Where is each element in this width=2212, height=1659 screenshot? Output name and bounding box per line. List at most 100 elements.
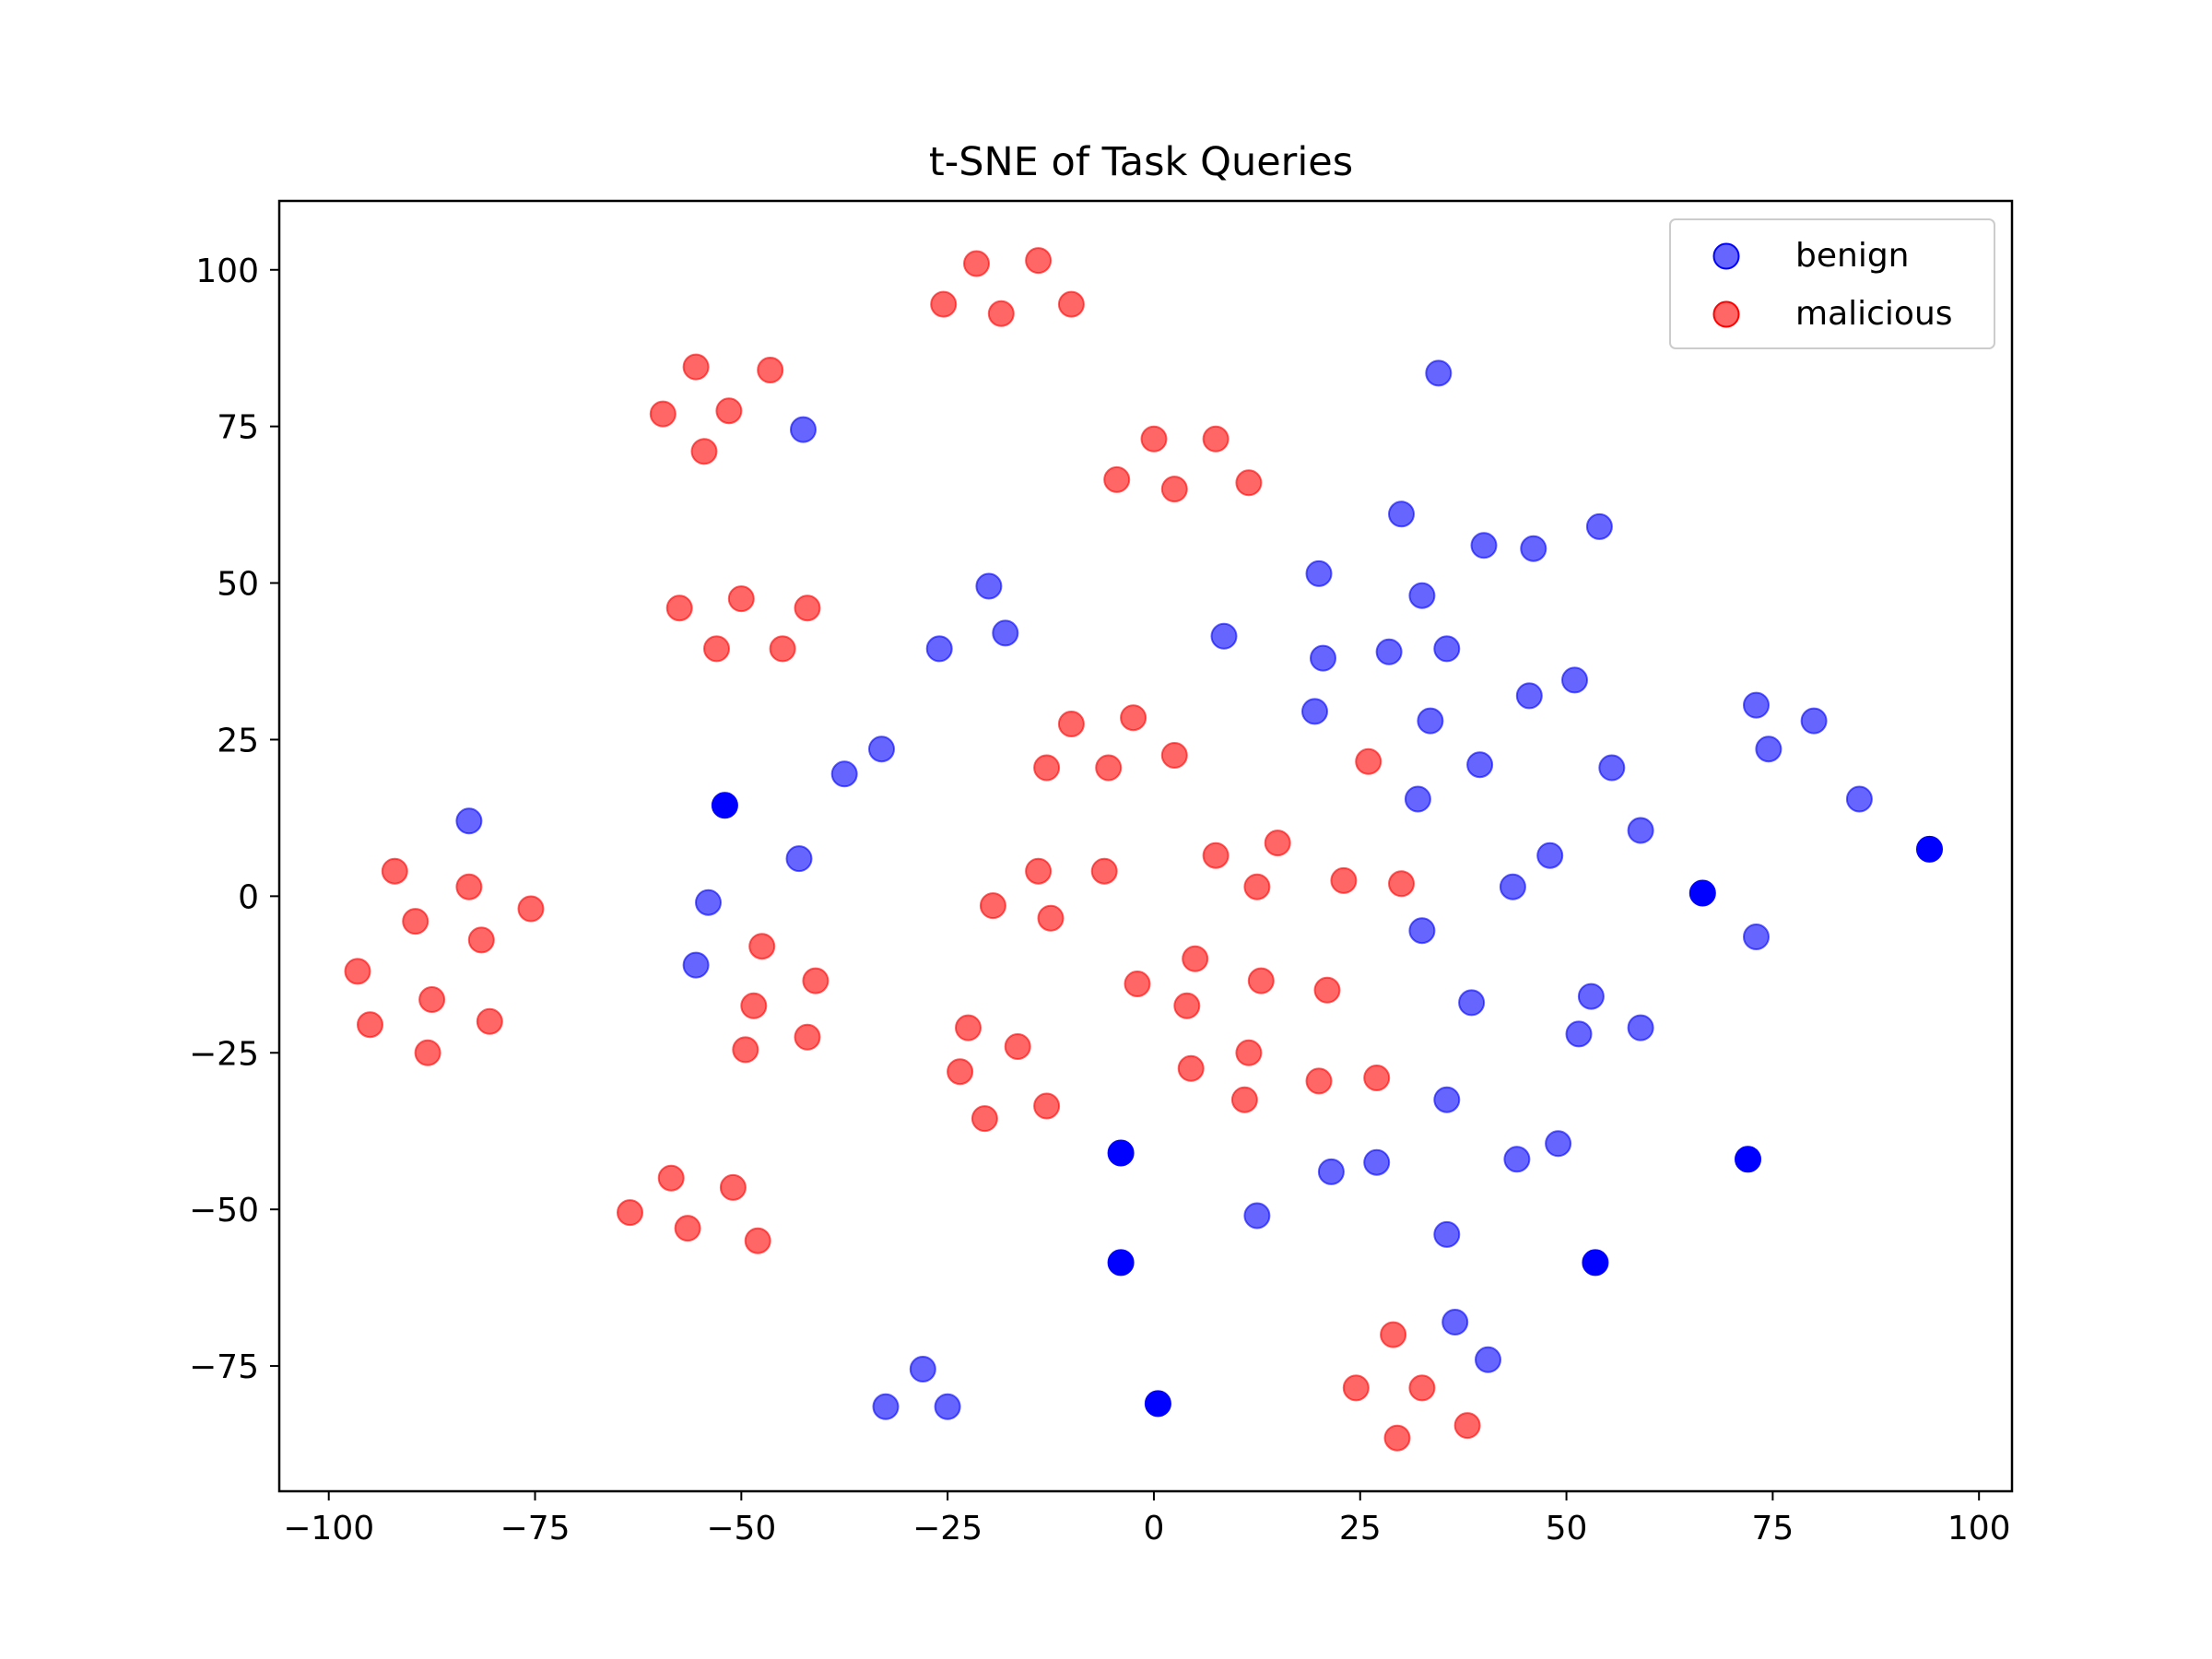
point-malicious-21: [1120, 704, 1147, 732]
point-malicious-72: [1408, 1374, 1436, 1402]
point-benign-highlighted-1: [1688, 879, 1716, 907]
point-malicious-42: [1243, 873, 1271, 900]
point-benign-51: [872, 1393, 900, 1420]
y-tick-label: 25: [217, 722, 259, 759]
point-benign-52: [934, 1393, 961, 1420]
point-malicious-4: [1057, 290, 1085, 318]
point-malicious-49: [732, 1036, 759, 1064]
point-malicious-17: [794, 594, 821, 622]
point-malicious-3: [987, 300, 1015, 327]
y-tick-label: 100: [195, 253, 259, 290]
point-malicious-47: [740, 992, 768, 1019]
x-tick-label: 100: [1947, 1510, 2011, 1547]
point-benign-31: [1408, 917, 1436, 945]
point-malicious-34: [476, 1007, 503, 1035]
point-malicious-56: [1004, 1033, 1031, 1060]
y-tick-label: −75: [189, 1348, 259, 1386]
point-benign-49: [1475, 1346, 1501, 1373]
point-malicious-31: [344, 958, 371, 985]
legend-label-benign: benign: [1795, 237, 1910, 275]
point-malicious-27: [455, 873, 483, 900]
point-benign-28: [1536, 841, 1564, 869]
point-malicious-8: [715, 397, 743, 425]
x-tick-label: −75: [500, 1510, 571, 1547]
x-tick-label: −100: [283, 1510, 374, 1547]
point-malicious-57: [947, 1058, 974, 1086]
point-malicious-74: [1453, 1412, 1481, 1440]
point-benign-17: [1433, 635, 1461, 663]
point-benign-26: [1561, 666, 1588, 694]
point-malicious-45: [748, 933, 776, 960]
y-tick-label: 50: [217, 566, 259, 604]
point-malicious-1: [1025, 247, 1053, 275]
x-tick-label: 50: [1546, 1510, 1588, 1547]
point-malicious-29: [402, 908, 429, 935]
x-tick-label: 75: [1751, 1510, 1794, 1547]
point-malicious-39: [1037, 904, 1065, 932]
point-malicious-64: [1230, 1086, 1258, 1113]
point-malicious-59: [971, 1105, 998, 1133]
point-benign-29: [1627, 817, 1654, 844]
point-malicious-71: [1342, 1374, 1370, 1402]
x-tick-label: 0: [1143, 1510, 1164, 1547]
point-malicious-2: [930, 290, 958, 318]
point-benign-0: [455, 807, 483, 835]
point-benign-45: [1363, 1148, 1391, 1176]
point-malicious-52: [1247, 967, 1275, 994]
y-tick-label: −50: [189, 1192, 259, 1230]
point-malicious-51: [1124, 971, 1151, 997]
point-malicious-73: [1383, 1424, 1411, 1452]
point-malicious-46: [802, 967, 830, 994]
point-benign-43: [1545, 1130, 1572, 1158]
point-benign-18: [1425, 359, 1453, 387]
point-benign-34: [1800, 707, 1828, 735]
point-malicious-54: [1173, 992, 1201, 1019]
point-malicious-58: [1033, 1092, 1061, 1120]
point-benign-8: [992, 619, 1019, 647]
point-malicious-26: [381, 857, 408, 885]
point-benign-38: [1577, 982, 1605, 1010]
point-benign-33: [1755, 735, 1783, 763]
point-malicious-53: [1313, 976, 1341, 1004]
x-tick-label: −50: [706, 1510, 776, 1547]
point-malicious-30: [467, 926, 495, 954]
point-malicious-12: [1103, 465, 1131, 493]
point-malicious-69: [744, 1227, 771, 1254]
point-benign-highlighted-6: [1735, 1146, 1761, 1173]
x-tick-label: −25: [912, 1510, 982, 1547]
point-malicious-25: [1355, 747, 1382, 775]
point-benign-27: [1598, 754, 1626, 782]
point-benign-highlighted-0: [711, 792, 738, 819]
point-malicious-50: [1182, 945, 1209, 972]
point-benign-22: [1417, 707, 1444, 735]
point-malicious-63: [1363, 1065, 1391, 1091]
point-malicious-40: [1202, 841, 1230, 869]
point-benign-47: [1433, 1220, 1461, 1248]
point-benign-19: [1470, 532, 1498, 559]
point-malicious-22: [1033, 754, 1061, 782]
point-malicious-60: [1177, 1054, 1205, 1082]
point-benign-9: [925, 635, 953, 663]
point-malicious-66: [719, 1173, 747, 1201]
point-malicious-55: [955, 1014, 982, 1041]
point-malicious-65: [657, 1164, 685, 1192]
point-malicious-20: [1057, 711, 1085, 737]
point-malicious-37: [1090, 857, 1118, 885]
point-benign-10: [1210, 622, 1238, 650]
point-benign-24: [1466, 751, 1494, 779]
point-benign-30: [1499, 873, 1526, 900]
point-malicious-70: [1380, 1321, 1407, 1348]
point-benign-41: [1433, 1086, 1461, 1113]
point-benign-12: [1310, 644, 1336, 672]
point-malicious-15: [665, 594, 693, 622]
point-benign-35: [1845, 785, 1873, 813]
point-benign-highlighted-5: [1582, 1249, 1609, 1277]
point-malicious-7: [649, 400, 677, 428]
point-malicious-16: [727, 585, 755, 613]
point-benign-highlighted-7: [1144, 1390, 1171, 1418]
point-benign-highlighted-4: [1107, 1249, 1135, 1277]
point-malicious-9: [690, 438, 718, 465]
point-malicious-38: [979, 892, 1006, 920]
point-benign-highlighted-3: [1107, 1139, 1135, 1167]
